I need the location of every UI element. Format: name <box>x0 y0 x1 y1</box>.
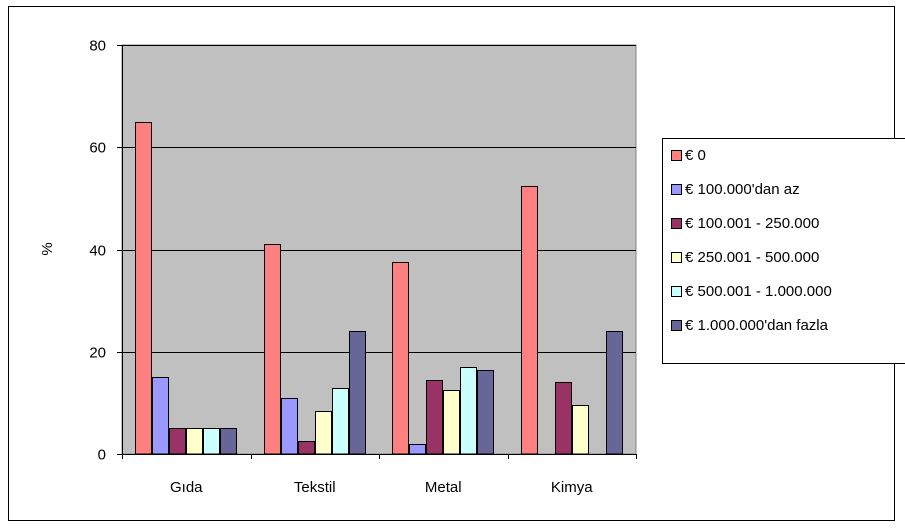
bar <box>460 367 477 455</box>
y-tick-label: 60 <box>89 140 106 157</box>
bar <box>426 380 443 455</box>
legend-item: € 0 <box>671 145 706 165</box>
legend-swatch <box>671 319 682 331</box>
bar <box>152 377 169 455</box>
legend-label: € 100.001 - 250.000 <box>685 214 820 232</box>
legend-label: € 500.001 - 1.000.000 <box>685 282 832 300</box>
legend-item: € 1.000.000'dan fazla <box>671 315 828 335</box>
legend-swatch <box>671 251 682 263</box>
bar <box>332 388 349 455</box>
legend-swatch <box>671 149 682 161</box>
x-category-label: Metal <box>425 479 462 496</box>
bar <box>392 262 409 455</box>
y-axis-title: % <box>39 242 56 255</box>
legend-item: € 500.001 - 1.000.000 <box>671 281 832 301</box>
legend-item: € 250.001 - 500.000 <box>671 247 819 267</box>
bar <box>298 441 315 455</box>
y-tick-label: 20 <box>89 345 106 362</box>
bar <box>281 398 298 455</box>
legend-label: € 100.000'dan az <box>685 180 800 198</box>
legend-label: € 0 <box>685 146 706 164</box>
bar <box>477 370 494 455</box>
bar <box>203 428 220 455</box>
y-tick-label: 0 <box>98 447 106 464</box>
axes: 0 20 40 60 80 Gıda Tekstil Metal Kimya <box>89 38 637 496</box>
legend-item: € 100.001 - 250.000 <box>671 213 819 233</box>
bar <box>315 411 332 455</box>
bar <box>349 331 366 455</box>
x-category-label: Gıda <box>170 479 203 496</box>
bar <box>521 186 538 455</box>
x-category-label: Kimya <box>551 479 593 496</box>
bar <box>169 428 186 455</box>
legend: € 0 € 100.000'dan az € 100.001 - 250.000 € … <box>662 138 905 364</box>
plot-background <box>121 44 637 455</box>
legend-swatch <box>671 285 682 297</box>
x-category-label: Tekstil <box>294 479 336 496</box>
bar <box>264 244 281 455</box>
bars <box>135 122 623 455</box>
legend-swatch <box>671 183 682 195</box>
bar <box>555 382 572 455</box>
bar <box>409 444 426 455</box>
bar <box>186 428 203 455</box>
legend-label: € 250.001 - 500.000 <box>685 248 820 266</box>
bar <box>220 428 237 455</box>
y-tick-label: 40 <box>89 243 106 260</box>
bar <box>606 331 623 455</box>
bar <box>443 390 460 455</box>
y-tick-label: 80 <box>89 38 106 55</box>
legend-label: € 1.000.000'dan fazla <box>685 316 828 334</box>
plot-area <box>121 44 637 455</box>
bar <box>572 405 589 455</box>
legend-item: € 100.000'dan az <box>671 179 800 199</box>
bar <box>135 122 152 455</box>
legend-swatch <box>671 217 682 229</box>
